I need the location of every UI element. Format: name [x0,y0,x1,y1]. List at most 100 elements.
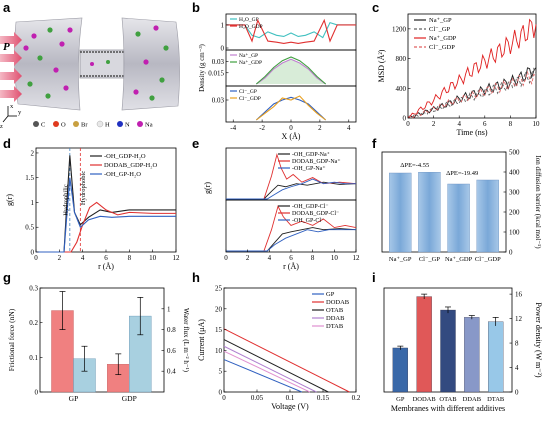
barrier-bar [418,171,441,253]
x-tick-label: 2 [318,124,322,132]
density-line-0-1 [226,18,356,44]
simulation-illustration: P x y z C O [0,17,180,130]
x-tick-label: 0 [224,254,228,262]
x-tick-label: 8 [311,254,315,262]
panel-letter-i: i [372,270,376,285]
y-tick-label: 12 [515,315,523,323]
category-label: GP [396,396,405,403]
y-tick-label: 2 [31,149,35,157]
atom-label-c: C [41,122,45,129]
legend-label: H₂O_GP [239,17,259,23]
rdf-ion-line-1-0 [226,227,357,252]
y-tick-label: 0.2 [29,319,38,327]
density-line-0-0 [226,21,356,39]
y-tick-label: 0 [403,115,407,123]
legend-label: Na⁺_GDP [239,59,262,66]
legend-label: DDAB [326,315,345,322]
y-axis-label: MSD (Å²) [377,49,386,82]
hydrophilic-label: Hydrophilic [63,184,70,216]
x-tick-label: 8 [128,254,132,262]
category-label: DDAB [463,396,482,403]
power-density-bar [488,321,504,393]
atom-label-na: Na [145,122,153,129]
legend-label: -OH_GP-Na⁺ [292,165,326,172]
power-density-chart: GP DODAB OTAB DDAB DTAB 0 4 8 12 16 Membranes with… [383,287,543,413]
barrier-bar [476,179,499,253]
y-tick-label: 0 [219,389,223,397]
axis-label-y: y [18,109,22,116]
power-density-bar [440,309,456,393]
x-tick-label: 0.15 [317,394,330,402]
iv-line-2 [223,339,329,393]
power-density-bar [464,317,480,393]
x-axis-label: Voltage (V) [271,402,309,411]
panel-letter-a: a [3,0,11,15]
legend-label: Cl⁻_GP [239,89,257,95]
legend-label: Na⁺_GP [429,17,452,24]
density-line-1-1 [255,56,327,85]
legend-label: DODAB [326,299,350,306]
x-axis-label: Membranes with different additives [391,404,505,413]
y-axis-label: g(r) [5,194,14,206]
panel-letter-f: f [372,136,377,151]
rdf-line-0 [36,155,176,253]
y-axis-label: g(r) [203,182,212,194]
legend-label: DODAB_GDP-Na⁺ [292,158,341,165]
axis-triad: x y z [0,103,22,130]
pressure-arrows [0,32,22,102]
panel-letter-e: e [192,136,199,151]
legend-label: Cl⁻_GDP [429,44,455,51]
y-axis-label: Power density (W m⁻²) [534,302,543,377]
iv-line-1 [223,328,350,393]
plot-frame [381,151,507,253]
x-tick-label: 6 [104,254,108,262]
y-axis-label: Current (μA) [197,319,206,361]
atom-label-o: O [61,122,66,129]
y-tick-label: 4 [515,364,519,372]
x-tick-label: 4 [457,120,461,128]
x-tick-label: 10 [533,120,541,128]
x-tick-label: 10 [149,254,157,262]
msd-line-3 [407,70,537,119]
msd-line-2 [407,18,537,119]
plot-frame [225,147,357,201]
friction-waterflux-chart: GP GDP 0 0.1 0.2 0.3 0.4 0.6 0.8 1 Frictional forc… [7,285,190,404]
x-tick-label: 0 [406,120,410,128]
x-tick-label: 2 [58,254,62,262]
legend-label: DTAB [326,323,344,330]
iv-line-4 [223,350,311,393]
y-tick-label: 10 [215,347,223,355]
category-label: DODAB [413,396,437,403]
y-tick-label: 15 [215,326,223,334]
hydrophobic-label: Hydrophobic [80,171,87,205]
rdf-ion-line-1-2 [226,229,356,252]
y-right-tick-label: 1 [167,305,171,313]
y-tick-label: 400 [396,85,407,93]
x-tick-label: 0 [289,124,293,132]
y-tick-label: 500 [509,149,520,157]
y-tick-label: 0.1 [29,354,38,362]
density-line-2-1 [255,95,327,121]
rdf-ion-chart: -OH_GDP-Na⁺DODAB_GDP-Na⁺-OH_GP-Na⁺ -OH_GD… [203,147,360,271]
x-tick-label: 0.1 [286,394,295,402]
x-axis-label: r (Å) [98,262,114,271]
panel-letter-h: h [192,270,200,285]
y-tick-label: 200 [509,209,520,217]
delta-pe-gp-label: ΔPE=-4.55 [400,162,429,169]
legend-label: -OH_GP-H₂O [104,171,141,178]
legend-label: DODAB_GDP-H₂O [104,162,157,169]
panel-letter-g: g [3,270,11,285]
legend-label: OTAB [326,307,344,314]
legend-label: -OH_GDP-Na⁺ [292,151,330,158]
density-line-1-0 [256,58,326,85]
y-tick-label: 0.3 [29,285,38,293]
atom-swatch-n [117,121,123,127]
x-tick-label: 2 [432,120,436,128]
x-tick-label: 8 [509,120,513,128]
y-tick-label: 100 [509,229,520,237]
legend-label: -OH_GP-Cl⁻ [292,218,324,224]
y-right-tick-label: 0.6 [167,347,176,355]
y-tick-label: 5 [219,368,223,376]
atom-swatch-na [137,121,143,127]
